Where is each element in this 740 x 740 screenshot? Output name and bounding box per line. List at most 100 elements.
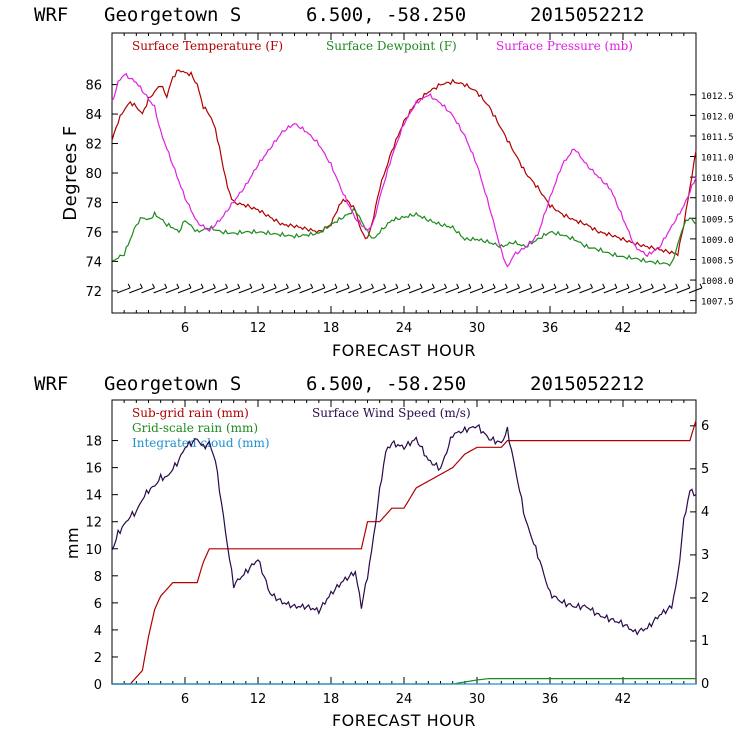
legend-cloud: Integrated cloud (mm) xyxy=(132,436,270,450)
wind-barb-flag xyxy=(504,283,508,289)
series-line xyxy=(111,69,697,257)
y-tick-label: 76 xyxy=(85,226,102,241)
wind-barb xyxy=(530,287,545,294)
wind-barb-flag xyxy=(395,283,399,289)
wind-barb-flag xyxy=(517,283,520,289)
wind-barb xyxy=(627,287,642,294)
top-y2-ticks: 1007.5 1008.0 1008.5 1009.0 1009.5 1010.0 1010… xyxy=(690,92,734,308)
wind-barb xyxy=(202,287,216,294)
bottom-header-coords: 6.500, -58.250 xyxy=(306,373,466,395)
bottom-header-location: Georgetown S xyxy=(104,373,241,395)
wind-barb-flag xyxy=(492,283,496,289)
y2-tick-label: 0 xyxy=(701,677,709,692)
wind-barb-flag xyxy=(273,283,277,289)
y-tick-label: 14 xyxy=(85,489,102,504)
x-tick-label: 18 xyxy=(323,321,340,336)
x-tick-label: 24 xyxy=(396,692,413,707)
wind-barb xyxy=(421,287,435,294)
wind-barb xyxy=(652,287,666,294)
y2-tick-label: 1008.0 xyxy=(701,277,734,287)
y2-tick-label: 5 xyxy=(701,462,709,477)
top-y-ticks: 72 74 76 78 80 82 84 86 xyxy=(85,79,118,300)
y2-tick-label: 2 xyxy=(701,591,709,606)
legend-dewpoint: Surface Dewpoint (F) xyxy=(326,39,457,53)
y2-tick-label: 1012.0 xyxy=(701,112,734,122)
x-tick-label: 42 xyxy=(615,692,632,707)
wind-barb-flag xyxy=(358,283,362,289)
wind-barb xyxy=(494,287,508,294)
top-x-axis-label: FORECAST HOUR xyxy=(332,341,476,360)
y2-tick-label: 1009.0 xyxy=(701,236,734,246)
y-tick-label: 78 xyxy=(85,196,102,211)
wind-barb-flag xyxy=(638,283,642,289)
wind-barb-flag xyxy=(590,283,593,289)
bottom-y-axis-label: mm xyxy=(63,527,82,559)
wind-barb xyxy=(165,287,180,294)
wind-barb-flag xyxy=(565,283,569,289)
wind-barb-flag xyxy=(444,283,447,289)
wind-barb-flag xyxy=(285,283,289,289)
wind-barb xyxy=(591,287,605,294)
series-line xyxy=(111,208,697,267)
wind-barb xyxy=(177,287,192,294)
legend-gridscale-rain: Grid-scale rain (mm) xyxy=(132,421,258,435)
wind-barb xyxy=(664,287,678,294)
wind-barb-flag xyxy=(152,283,155,289)
top-header-model: WRF xyxy=(34,4,68,26)
wind-barb-flag xyxy=(127,283,131,289)
y2-tick-label: 6 xyxy=(701,419,709,434)
wind-barb xyxy=(250,287,265,294)
x-tick-label: 12 xyxy=(250,321,267,336)
wind-barb xyxy=(323,287,338,294)
wind-barb-flag xyxy=(322,283,326,289)
y-tick-label: 12 xyxy=(85,516,102,531)
wind-barb-flag xyxy=(334,283,338,289)
x-tick-label: 42 xyxy=(615,321,632,336)
x-tick-label: 24 xyxy=(396,321,413,336)
wind-barb xyxy=(554,287,569,294)
wind-barb xyxy=(640,287,654,294)
y-tick-label: 10 xyxy=(85,543,102,558)
top-y-axis-label: Degrees F xyxy=(60,125,81,220)
wind-barbs xyxy=(116,283,703,294)
wind-barb xyxy=(226,287,240,294)
y2-tick-label: 4 xyxy=(701,505,709,520)
x-tick-label: 30 xyxy=(469,321,486,336)
wind-barb xyxy=(579,287,593,294)
wind-barb-flag xyxy=(139,283,143,289)
wind-barb xyxy=(153,287,167,294)
wind-barb xyxy=(335,287,350,294)
wind-barb xyxy=(348,287,362,294)
y2-tick-label: 1 xyxy=(701,634,709,649)
y2-tick-label: 1010.5 xyxy=(701,174,734,184)
wind-barb xyxy=(469,287,484,294)
wind-barb xyxy=(615,287,630,294)
wind-barb-flag xyxy=(419,283,423,289)
precipitation-panel: WRF Georgetown S 6.500, -58.250 20150522… xyxy=(34,373,709,730)
wind-barb-flag xyxy=(626,283,630,289)
wind-barb-flag xyxy=(261,283,265,289)
wind-barb-flag xyxy=(699,283,703,289)
wind-barb xyxy=(676,287,691,294)
y2-tick-label: 1011.0 xyxy=(701,154,734,164)
bottom-y-ticks: 0 2 4 6 8 10 12 14 16 18 xyxy=(85,435,118,693)
wind-barb-flag xyxy=(407,283,411,289)
wind-barb xyxy=(372,287,386,294)
wind-barb xyxy=(116,287,131,294)
wind-barb-flag xyxy=(225,283,228,289)
series-line xyxy=(112,420,697,685)
wind-barb xyxy=(384,287,399,294)
wind-barb xyxy=(518,287,532,294)
wind-barb-flag xyxy=(188,283,192,289)
wind-barb xyxy=(262,287,277,294)
wind-barb-flag xyxy=(614,283,618,289)
legend-temperature: Surface Temperature (F) xyxy=(132,39,283,53)
top-header-coords: 6.500, -58.250 xyxy=(306,4,466,26)
legend-pressure: Surface Pressure (mb) xyxy=(496,39,633,53)
y2-tick-label: 1008.5 xyxy=(701,256,734,266)
wind-barb xyxy=(603,287,618,294)
wind-barb-flag xyxy=(577,283,581,289)
y2-tick-label: 1007.5 xyxy=(701,298,734,308)
wind-barb-flag xyxy=(663,283,666,289)
y-tick-label: 84 xyxy=(85,108,102,123)
